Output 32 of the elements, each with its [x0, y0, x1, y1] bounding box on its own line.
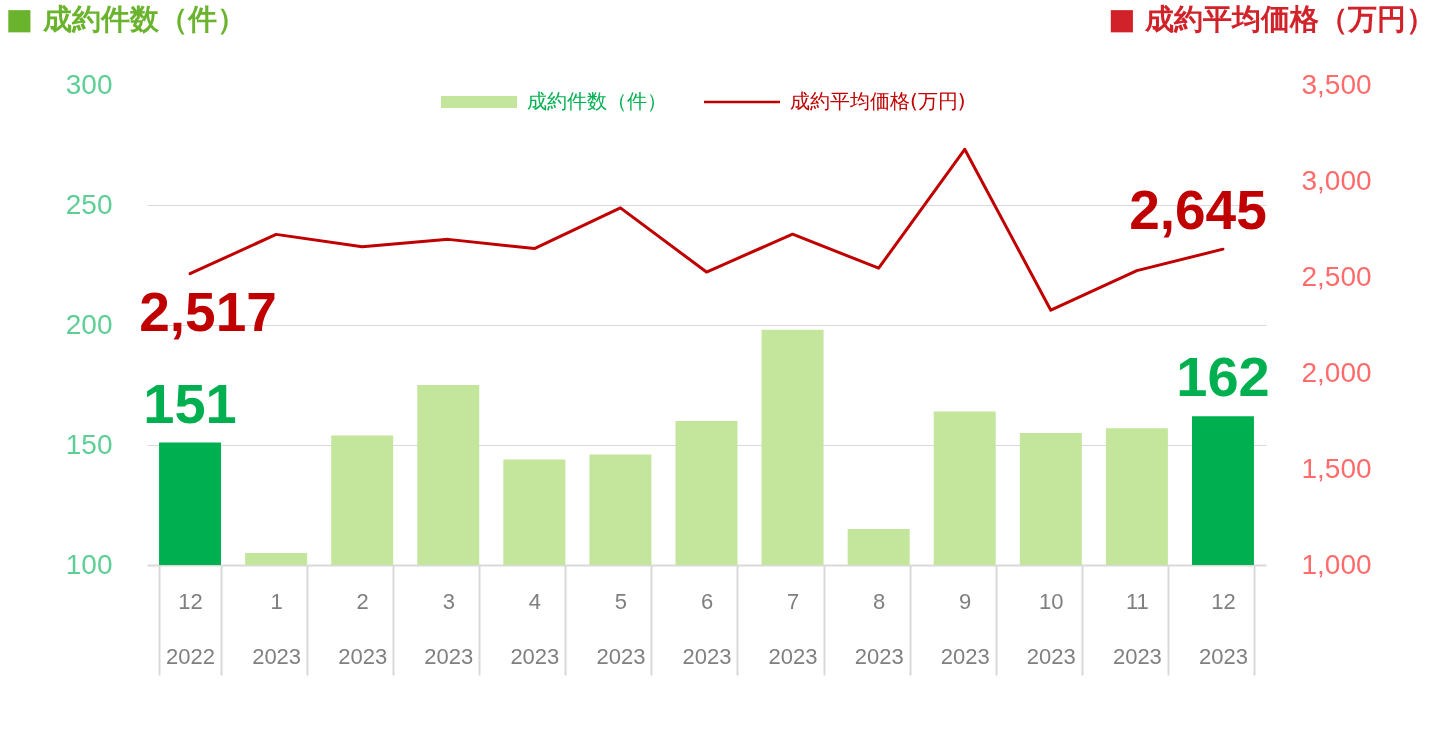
- category-label: 2 2023: [338, 588, 388, 669]
- y2-axis-title: ■ 成約平均価格（万円）: [1108, 1, 1436, 36]
- category-label: 8 2023: [854, 588, 904, 669]
- category-label: 12 2023: [1198, 588, 1248, 669]
- legend-label: 成約件数（件）: [527, 89, 667, 113]
- y2-tick-label: 2,000: [1301, 356, 1372, 388]
- category-label: 12 2022: [166, 588, 216, 669]
- y-tick-label: 150: [65, 428, 113, 460]
- category-label: 1 2023: [252, 588, 302, 669]
- data-label: 2,517: [139, 280, 277, 343]
- y-tick-label: 200: [65, 308, 113, 340]
- y-axis-title: ■ 成約件数（件）: [5, 1, 246, 36]
- y2-tick-label: 3,500: [1301, 68, 1372, 100]
- category-label: 6 2023: [682, 588, 732, 669]
- category-label: 4 2023: [510, 588, 560, 669]
- category-label: 10 2023: [1026, 588, 1076, 669]
- y2-tick-label: 2,500: [1301, 260, 1372, 292]
- y2-tick-label: 3,000: [1301, 164, 1372, 196]
- category-label: 3 2023: [424, 588, 474, 669]
- y2-tick-label: 1,000: [1301, 548, 1372, 580]
- y-tick-label: 100: [65, 548, 113, 580]
- legend-label: 成約平均価格(万円): [790, 89, 966, 113]
- category-label: 9 2023: [940, 588, 990, 669]
- category-label: 11 2023: [1112, 588, 1162, 669]
- data-label: 162: [1176, 345, 1270, 409]
- y-tick-label: 300: [65, 68, 113, 100]
- category-label: 7 2023: [768, 588, 818, 669]
- y-tick-label: 250: [65, 188, 113, 220]
- data-label: 151: [143, 371, 237, 435]
- y2-tick-label: 1,500: [1301, 452, 1372, 484]
- data-label: 2,645: [1129, 179, 1267, 242]
- category-label: 5 2023: [596, 588, 646, 669]
